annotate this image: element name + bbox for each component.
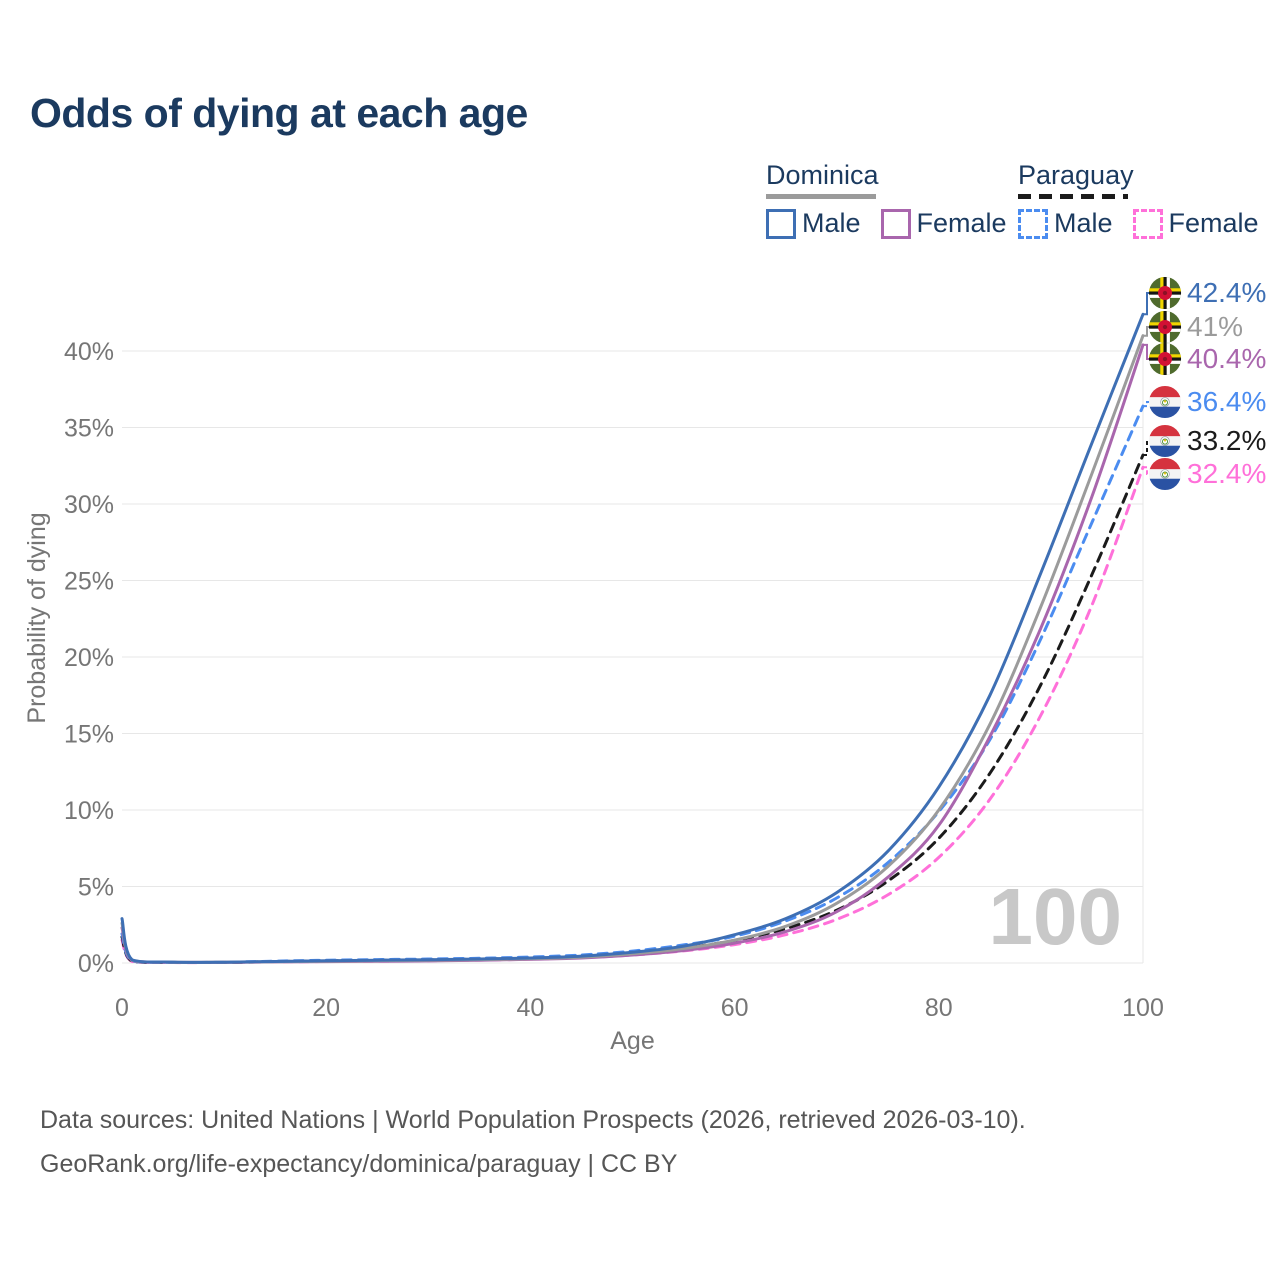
end-label-connector [1143, 326, 1152, 337]
x-tick-label: 60 [721, 994, 749, 1022]
legend-item-label: Female [1168, 208, 1259, 238]
end-label-connector [1143, 292, 1152, 316]
y-tick-label: 20% [64, 644, 114, 672]
dominica-line-style-swatch [766, 194, 876, 199]
age-watermark: 100 [989, 872, 1122, 961]
footer-data-sources: Data sources: United Nations | World Pop… [40, 1106, 1026, 1134]
y-tick-label: 10% [64, 797, 114, 825]
dominica-male-swatch-icon [766, 208, 796, 239]
paraguay-female-swatch-icon [1132, 208, 1163, 239]
end-label-connector [1143, 343, 1152, 360]
x-tick-label: 80 [925, 994, 953, 1022]
end-label-connector [1143, 440, 1152, 456]
x-axis-title: Age [610, 1027, 654, 1055]
legend-country-paraguay: Paraguay [1018, 160, 1259, 199]
legend-country-dominica: Dominica [766, 160, 1007, 199]
legend-country-label: Dominica [766, 160, 879, 190]
dominica-female-swatch-icon [880, 208, 911, 239]
x-tick-label: 0 [115, 994, 129, 1022]
footer: Data sources: United Nations | World Pop… [40, 1106, 1026, 1194]
footer-attribution: GeoRank.org/life-expectancy/dominica/par… [40, 1150, 678, 1178]
y-tick-label: 35% [64, 415, 114, 443]
y-tick-label: 40% [64, 338, 114, 366]
y-tick-label: 25% [64, 568, 114, 596]
y-tick-label: 5% [78, 874, 114, 902]
line-dominica-both-sexes [120, 334, 1145, 964]
x-tick-label: 20 [312, 994, 340, 1022]
legend-item-label: Female [916, 208, 1007, 238]
legend-item-dominica-male[interactable]: Male [766, 208, 861, 239]
legend-item-label: Male [1054, 208, 1113, 238]
paraguay-line-style-swatch [1018, 194, 1128, 199]
legend-item-paraguay-male[interactable]: Male [1018, 208, 1113, 239]
paraguay-male-swatch-icon [1018, 208, 1048, 239]
end-label-connector [1143, 401, 1152, 408]
line-dominica-female [120, 343, 1145, 964]
line-dominica-male [120, 312, 1145, 964]
legend-row-paraguay: Male Female [1018, 208, 1259, 239]
legend-group-dominica: Dominica Male Female [766, 160, 1007, 239]
y-axis-title: Probability of dying [23, 512, 51, 723]
legend-group-paraguay: Paraguay Male Female [1018, 160, 1259, 239]
end-label-connector [1143, 466, 1152, 475]
y-tick-label: 30% [64, 491, 114, 519]
legend-country-label: Paraguay [1018, 160, 1134, 190]
y-tick-label: 15% [64, 721, 114, 749]
legend-item-dominica-female[interactable]: Female [880, 208, 1007, 239]
legend-item-paraguay-female[interactable]: Female [1132, 208, 1259, 239]
legend-row-dominica: Male Female [766, 208, 1007, 239]
legend-item-label: Male [802, 208, 861, 238]
x-tick-label: 40 [516, 994, 544, 1022]
x-tick-label: 100 [1122, 994, 1164, 1022]
page-title: Odds of dying at each age [30, 90, 528, 136]
y-tick-label: 0% [78, 950, 114, 978]
